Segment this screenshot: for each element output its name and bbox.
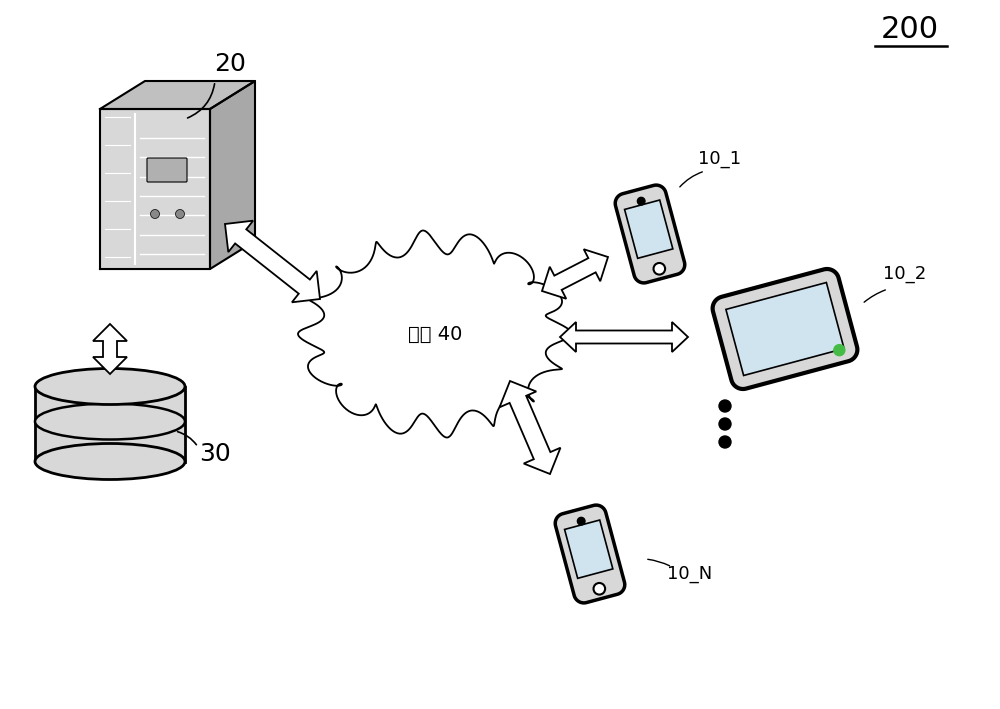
Circle shape	[719, 436, 731, 448]
Ellipse shape	[310, 242, 560, 427]
Ellipse shape	[35, 403, 185, 440]
Polygon shape	[35, 386, 185, 462]
Polygon shape	[555, 505, 625, 603]
Polygon shape	[93, 324, 127, 374]
Polygon shape	[560, 322, 688, 352]
Polygon shape	[615, 185, 685, 283]
Circle shape	[719, 400, 731, 412]
Circle shape	[834, 345, 845, 356]
Text: 200: 200	[881, 15, 939, 44]
Text: 网络 40: 网络 40	[408, 325, 462, 343]
Text: 10_1: 10_1	[698, 150, 742, 168]
Ellipse shape	[35, 369, 185, 405]
Circle shape	[719, 418, 731, 430]
Polygon shape	[100, 109, 210, 269]
Text: 30: 30	[199, 442, 231, 466]
Polygon shape	[542, 250, 608, 298]
Polygon shape	[713, 269, 857, 389]
Text: 10_N: 10_N	[667, 565, 713, 583]
Ellipse shape	[35, 444, 185, 479]
Polygon shape	[625, 200, 673, 258]
Text: 20: 20	[214, 52, 246, 76]
Polygon shape	[565, 520, 613, 579]
Polygon shape	[100, 81, 255, 109]
Circle shape	[594, 583, 605, 595]
Circle shape	[577, 518, 585, 525]
Polygon shape	[298, 230, 572, 437]
Circle shape	[637, 197, 645, 205]
Text: 10_2: 10_2	[883, 265, 927, 283]
Circle shape	[654, 263, 665, 274]
Polygon shape	[726, 282, 844, 376]
Circle shape	[176, 209, 184, 218]
FancyBboxPatch shape	[147, 158, 187, 182]
Polygon shape	[225, 220, 320, 302]
Polygon shape	[500, 381, 560, 474]
Circle shape	[150, 209, 160, 218]
Polygon shape	[210, 81, 255, 269]
